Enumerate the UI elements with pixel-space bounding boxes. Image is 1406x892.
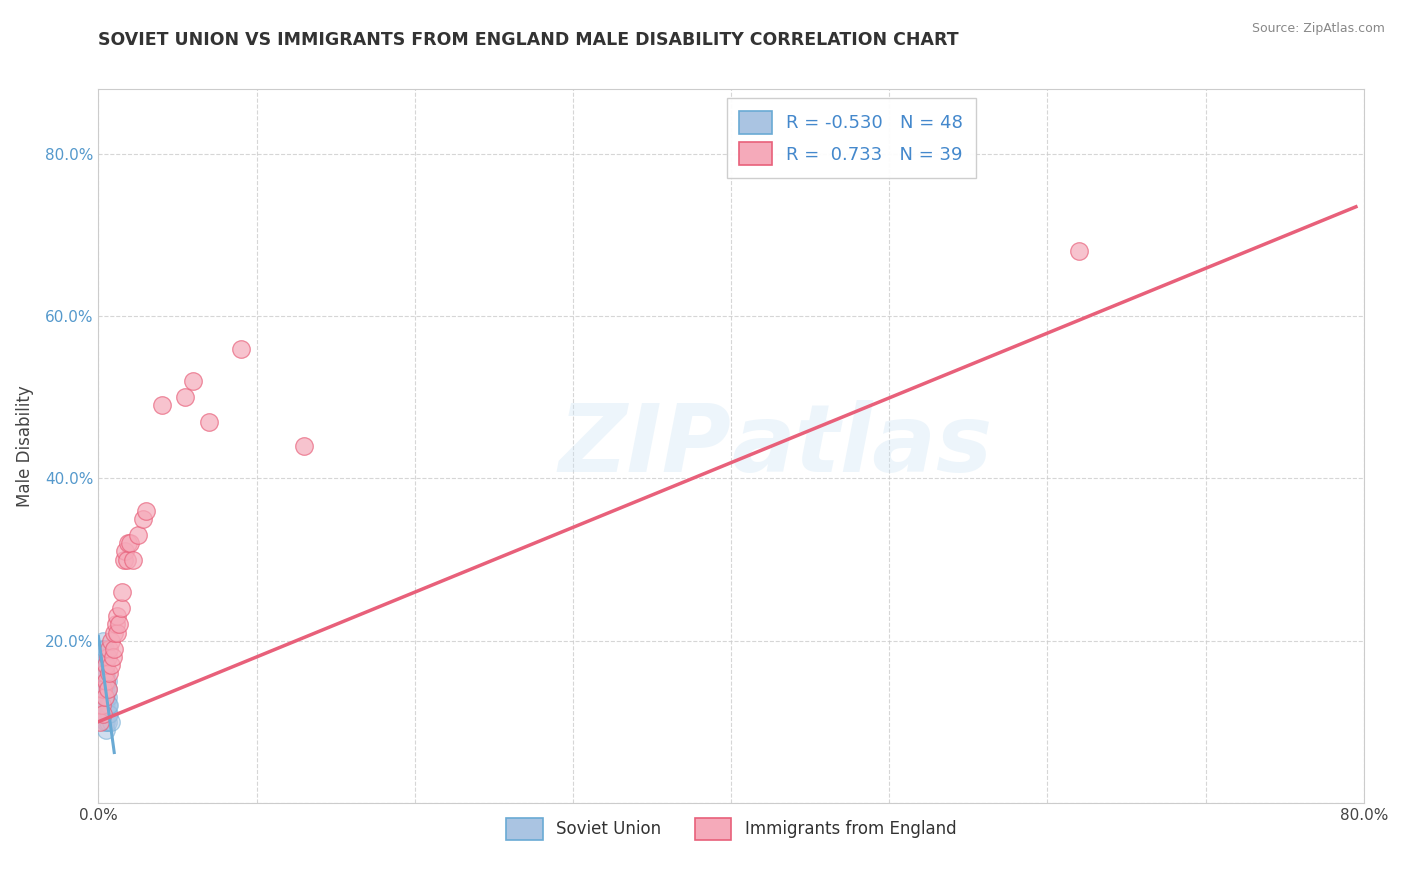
Point (89, 714, 111, 729)
Point (97, 706, 120, 721)
Point (90, 698, 112, 713)
Point (1067, 244, 1090, 259)
Point (89, 657, 111, 672)
Point (107, 625, 129, 640)
Point (96, 682, 118, 697)
Point (292, 439, 315, 453)
Point (90, 666, 112, 681)
Point (98, 706, 121, 721)
Point (183, 374, 205, 388)
Point (96, 723, 118, 737)
Point (114, 544, 136, 558)
Point (93, 682, 117, 697)
Point (132, 512, 155, 526)
Point (90, 657, 112, 672)
Point (93, 666, 117, 681)
Point (115, 552, 138, 566)
Point (96, 674, 118, 689)
Point (93, 706, 117, 721)
Point (229, 342, 252, 356)
Point (93, 666, 117, 681)
Point (112, 552, 135, 566)
Point (91, 674, 114, 689)
Point (104, 617, 127, 632)
Point (91, 682, 114, 697)
Text: SOVIET UNION VS IMMIGRANTS FROM ENGLAND MALE DISABILITY CORRELATION CHART: SOVIET UNION VS IMMIGRANTS FROM ENGLAND … (98, 31, 959, 49)
Legend: Soviet Union, Immigrants from England: Soviet Union, Immigrants from England (498, 810, 965, 848)
Point (91, 706, 114, 721)
Point (91, 666, 114, 681)
Point (93, 714, 117, 729)
Point (120, 536, 141, 550)
Point (98, 698, 121, 713)
Point (96, 657, 118, 672)
Point (90, 690, 112, 705)
Point (96, 666, 118, 681)
Point (97, 714, 120, 729)
Point (89, 666, 111, 681)
Point (96, 698, 118, 713)
Point (93, 690, 117, 705)
Y-axis label: Male Disability: Male Disability (15, 385, 34, 507)
Point (93, 698, 117, 713)
Point (93, 690, 117, 705)
Point (91, 657, 114, 672)
Point (97, 698, 120, 713)
Point (91, 641, 114, 656)
Point (93, 674, 117, 689)
Point (122, 552, 145, 566)
Point (91, 706, 114, 721)
Point (100, 657, 122, 672)
Point (91, 682, 114, 697)
Point (97, 682, 120, 697)
Text: Source: ZipAtlas.com: Source: ZipAtlas.com (1251, 22, 1385, 36)
Point (91, 690, 114, 705)
Point (174, 390, 197, 404)
Point (90, 674, 112, 689)
Point (97, 649, 120, 664)
Point (111, 585, 134, 599)
Text: ZIP: ZIP (558, 400, 731, 492)
Point (127, 528, 149, 542)
Point (150, 399, 173, 413)
Point (107, 609, 129, 624)
Point (98, 666, 121, 681)
Point (135, 504, 157, 518)
Point (89, 649, 111, 664)
Point (100, 633, 122, 648)
Point (90, 649, 112, 664)
Point (91, 649, 114, 664)
Point (98, 641, 121, 656)
Point (93, 649, 117, 664)
Point (90, 641, 112, 656)
Point (103, 641, 125, 656)
Point (96, 714, 118, 729)
Point (90, 698, 112, 713)
Point (117, 536, 139, 550)
Point (96, 674, 118, 689)
Point (100, 714, 122, 729)
Point (96, 706, 118, 721)
Point (93, 641, 117, 656)
Point (97, 682, 120, 697)
Point (103, 625, 125, 640)
Point (101, 649, 124, 664)
Point (108, 617, 131, 632)
Point (93, 657, 117, 672)
Point (198, 415, 221, 429)
Point (91, 633, 114, 648)
Point (110, 601, 132, 615)
Point (97, 690, 120, 705)
Point (96, 690, 118, 705)
Point (97, 674, 120, 689)
Text: atlas: atlas (731, 400, 993, 492)
Point (91, 698, 114, 713)
Point (89, 682, 111, 697)
